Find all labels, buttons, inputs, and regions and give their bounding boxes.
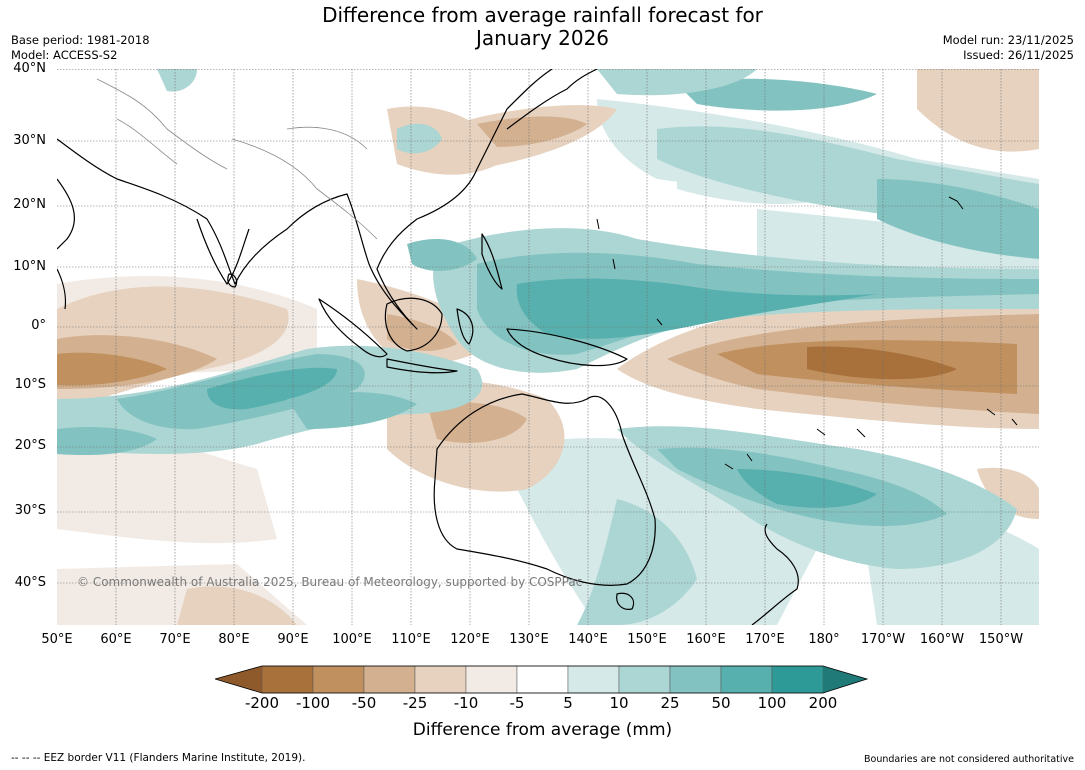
colorbar-under-arrow: [215, 666, 262, 693]
sumatra-coast: [318, 298, 388, 358]
rainfall-anomaly-map: © Commonwealth of Australia 2025, Bureau…: [57, 69, 1039, 625]
australia-coast: [433, 393, 656, 586]
sulawesi-coast: [456, 308, 474, 345]
lon-label-70e: 70°E: [159, 632, 191, 647]
africa-coast: [57, 268, 67, 310]
lon-label-110e: 110°E: [391, 632, 431, 647]
colorbar-tick-label: -5: [509, 694, 525, 712]
colorbar-tick-label: -25: [402, 694, 428, 712]
lon-label-170w: 170°W: [860, 632, 906, 647]
country-borders: [96, 78, 378, 240]
colorbar-segment: [618, 665, 671, 694]
colorbar-tick-label: -200: [244, 694, 280, 712]
pacific-islands: [596, 196, 1018, 470]
colorbar-tick-label: -100: [295, 694, 331, 712]
new-zealand-coast: [751, 523, 799, 625]
colorbar-tick-label: 200: [808, 694, 838, 712]
lon-label-100e: 100°E: [332, 632, 372, 647]
colorbar-segment: [720, 665, 773, 694]
colorbar-title: Difference from average (mm): [412, 720, 673, 740]
colorbar: [215, 665, 869, 694]
colorbar-segment: [261, 665, 314, 694]
eez-border-note: -- -- -- EEZ border V11 (Flanders Marine…: [11, 752, 306, 764]
sri-lanka-coast: [227, 273, 238, 288]
colorbar-segment: [414, 665, 467, 694]
wet-anomaly-layer: [57, 69, 1039, 625]
coastlines: [57, 69, 799, 625]
lon-label-90e: 90°E: [277, 632, 309, 647]
lon-label-120e: 120°E: [450, 632, 490, 647]
borneo-coast: [384, 297, 443, 352]
colorbar-segment: [567, 665, 620, 694]
lon-label-170e: 170°E: [745, 632, 785, 647]
boundary-disclaimer: Boundaries are not considered authoritat…: [864, 754, 1074, 765]
lon-label-130e: 130°E: [509, 632, 549, 647]
colorbar-tick-label: 25: [660, 694, 680, 712]
lat-label-40s: 40°S: [14, 575, 46, 590]
lon-label-60e: 60°E: [100, 632, 132, 647]
lon-label-180: 180°: [808, 632, 840, 647]
lon-label-50e: 50°E: [41, 632, 73, 647]
tasmania-coast: [616, 592, 635, 610]
title-line-2: January 2026: [475, 26, 610, 50]
colorbar-segment: [465, 665, 518, 694]
title-line-1: Difference from average rainfall forecas…: [322, 3, 763, 27]
philippines-coast: [481, 233, 503, 290]
lat-label-30s: 30°S: [14, 503, 46, 518]
colorbar-tick-label: 10: [609, 694, 629, 712]
colorbar-segment: [363, 665, 416, 694]
colorbar-segment: [312, 665, 365, 694]
lat-label-20n: 20°N: [13, 197, 46, 212]
india-coast: [196, 218, 250, 285]
lat-label-40n: 40°N: [13, 61, 46, 76]
java-coast: [386, 358, 458, 374]
model-text: Model: ACCESS-S2: [11, 48, 118, 62]
lat-label-30n: 30°N: [13, 133, 46, 148]
lon-label-150e: 150°E: [627, 632, 667, 647]
lat-label-10n: 10°N: [13, 259, 46, 274]
colorbar-segment: [516, 665, 569, 694]
arabia-coast: [57, 178, 76, 250]
copyright-text: © Commonwealth of Australia 2025, Bureau…: [77, 575, 582, 589]
lon-label-80e: 80°E: [218, 632, 250, 647]
colorbar-tick-label: -50: [351, 694, 377, 712]
lat-label-equator: 0°: [31, 318, 46, 333]
colorbar-tick-label: 100: [757, 694, 787, 712]
lon-label-150w: 150°W: [978, 632, 1024, 647]
model-run-text: Model run: 23/11/2025: [942, 33, 1074, 47]
graticule: [57, 69, 1039, 625]
asia-coast: [57, 69, 553, 330]
new-guinea-coast: [506, 328, 628, 367]
map-title: Difference from average rainfall forecas…: [0, 4, 1085, 50]
colorbar-segment: [669, 665, 722, 694]
colorbar-tick-label: 5: [563, 694, 573, 712]
japan-coast: [506, 69, 598, 130]
lon-label-160w: 160°W: [919, 632, 965, 647]
colorbar-tick-label: -10: [453, 694, 479, 712]
lat-label-10s: 10°S: [14, 377, 46, 392]
colorbar-over-arrow: [823, 666, 867, 693]
colorbar-tick-label: 50: [711, 694, 731, 712]
colorbar-outline: [215, 665, 869, 694]
lat-label-20s: 20°S: [14, 438, 46, 453]
lon-label-140e: 140°E: [568, 632, 608, 647]
colorbar-segment: [771, 665, 824, 694]
lon-label-160e: 160°E: [686, 632, 726, 647]
issued-text: Issued: 26/11/2025: [963, 48, 1074, 62]
base-period-text: Base period: 1981-2018: [11, 33, 150, 47]
dry-anomaly-layer: [57, 105, 1039, 625]
